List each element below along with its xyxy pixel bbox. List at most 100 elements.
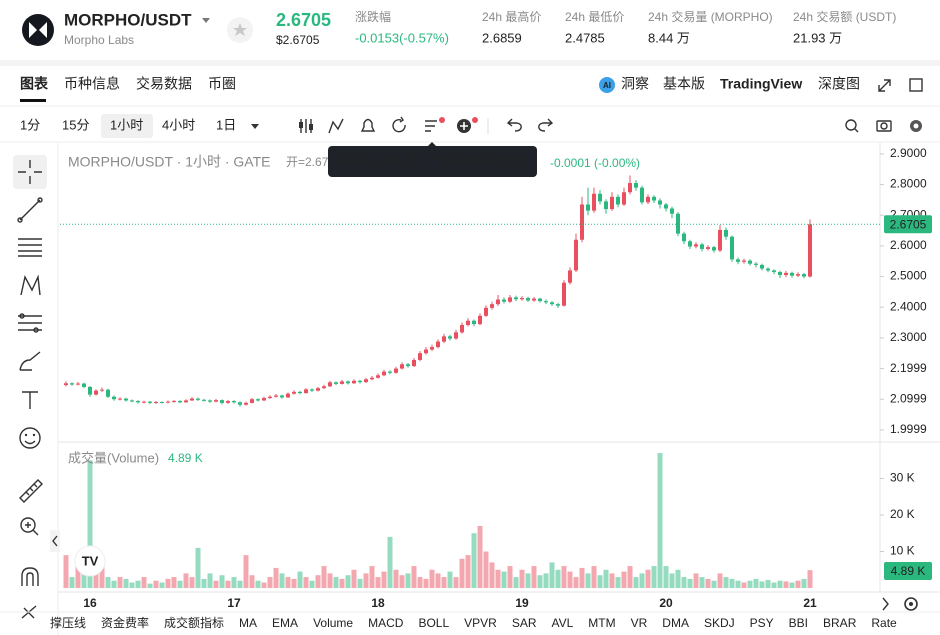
alert-button[interactable] [360,118,376,132]
candle-body [466,320,470,326]
zoom-tool[interactable] [20,517,39,536]
ai-button[interactable] [425,117,445,132]
candle-body [748,260,752,264]
add-button[interactable] [457,117,478,133]
candle-body [412,359,416,367]
candle-body [532,298,536,301]
indicator[interactable]: VPVR [464,616,497,630]
indicator[interactable]: BOLL [418,616,449,630]
symbol-dropdown[interactable] [202,18,210,23]
snapshot-button[interactable] [876,120,892,132]
symbol[interactable]: MORPHO/USDT [64,10,192,29]
indicator[interactable]: BBI [789,616,808,630]
scroll-right[interactable] [882,597,889,611]
candle-body [640,187,644,203]
indicator[interactable]: BRAR [823,616,857,630]
indicators-button[interactable] [328,118,344,134]
view-tab[interactable]: 洞察 [621,76,649,92]
volume-bar [93,573,99,588]
indicator[interactable]: EMA [272,616,298,630]
undo-button[interactable] [506,118,522,132]
candle-body [664,204,668,209]
volume-bar [771,582,777,588]
stat-label: 24h 最高价 [482,9,541,24]
interval[interactable]: 4小时 [162,117,195,132]
candle-body [274,395,278,397]
indicator[interactable]: MA [239,616,257,630]
indicator[interactable]: 撑压线 [50,615,86,630]
volume-legend: 成交量(Volume) [68,450,159,465]
candle-body [508,297,512,302]
candle-body [448,336,452,339]
brush-tool[interactable] [19,351,41,371]
indicator[interactable]: MACD [368,616,404,630]
tab[interactable]: 图表 [20,76,49,92]
candle-body [142,401,146,403]
indicator[interactable]: 成交额指标 [164,615,224,630]
candle-body [436,341,440,348]
text-tool[interactable] [22,391,38,409]
insight-icon[interactable]: AI [599,77,615,93]
stat-label: 涨跌幅 [355,9,391,24]
candle-body [682,233,686,242]
trendline-tool[interactable] [17,197,43,223]
interval[interactable]: 1分 [20,117,40,132]
channel-tool[interactable] [18,238,42,257]
candle-style-button-part [309,124,313,130]
active-interval-bg [101,114,153,138]
volume-bar [651,566,657,588]
tab[interactable]: 币种信息 [64,76,120,92]
crosshair-tool[interactable] [18,160,42,184]
y-tick-label: 2.3000 [890,330,927,344]
indicator[interactable]: SKDJ [704,616,735,630]
volume-bar [663,566,669,588]
tab[interactable]: 交易数据 [136,76,192,92]
indicator[interactable]: VR [631,616,648,630]
indicator[interactable]: SAR [512,616,537,630]
indicator[interactable]: DMA [662,616,689,630]
indicator[interactable]: PSY [750,616,774,630]
interval[interactable]: 1日 [216,117,236,132]
candle-body [286,393,290,398]
volume-bar [741,582,747,588]
indicator[interactable]: Volume [313,616,353,630]
indicator[interactable]: 资金费率 [101,615,149,630]
measure-tool[interactable] [19,479,43,503]
redo-button[interactable] [538,118,554,132]
volume-bar [591,566,597,588]
candle-body [256,399,260,401]
interval[interactable]: 1小时 [110,117,143,132]
volume-bar [219,575,225,588]
fullscreen-button[interactable] [878,79,891,92]
indicator[interactable]: Rate [871,616,897,630]
candle-body [496,299,500,305]
pattern-tool[interactable] [20,274,41,296]
candle-body [64,383,68,386]
candle-style-button[interactable] [299,119,313,133]
view-tab[interactable]: TradingView [720,76,802,92]
view-tab[interactable]: 深度图 [818,76,860,92]
scroll-left[interactable] [50,530,60,552]
indicator[interactable]: MTM [588,616,615,630]
active-tool-bg [13,155,47,189]
interval[interactable]: 15分 [62,117,89,132]
emoji-tool[interactable] [19,427,41,449]
toolbar-icons [299,116,922,134]
chart-settings[interactable] [904,597,918,611]
indicator-bar: 撑压线 资金费率 成交额指标 MA EMA Volume MACD BOLL VPVR SAR AV… [50,615,897,630]
magnet-tool[interactable] [21,567,39,586]
fib-tool[interactable] [18,313,42,333]
layout-button[interactable] [909,78,923,92]
search-button[interactable] [845,119,859,133]
indicator[interactable]: AVL [552,616,574,630]
tab[interactable]: 币圈 [208,76,236,92]
last-volume-tag-text: 4.89 K [891,564,926,578]
candle-body [580,204,584,240]
favorite-button[interactable] [227,17,253,43]
volume-tick-label: 20 K [890,507,915,521]
candle-body [346,381,350,384]
settings-button[interactable] [910,120,922,132]
view-tab[interactable]: 基本版 [663,76,705,92]
replay-button[interactable] [392,116,406,133]
interval-dropdown[interactable] [251,124,259,129]
